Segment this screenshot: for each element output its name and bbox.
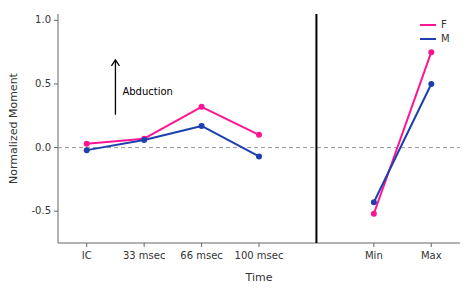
annotation: Abduction: [122, 86, 173, 97]
legend-swatch: [420, 24, 436, 26]
series-point: [84, 147, 90, 153]
separator: [315, 14, 317, 243]
x-tick-label: 33 msec: [123, 250, 166, 261]
x-tick: [259, 243, 260, 247]
y-tick: [54, 211, 58, 212]
series-line: [87, 84, 432, 202]
series-point: [84, 141, 90, 147]
y-tick-label: 0.0: [35, 142, 51, 153]
series-point: [371, 211, 377, 217]
y-tick-label: 1.0: [35, 14, 51, 25]
x-tick-label: 100 msec: [235, 250, 284, 261]
x-tick: [431, 243, 432, 247]
y-tick: [54, 147, 58, 148]
series-point: [371, 199, 377, 205]
legend-swatch: [420, 38, 436, 40]
series-point: [428, 81, 434, 87]
x-axis-label: Time: [245, 271, 273, 284]
annotation-arrow: [115, 61, 116, 115]
series-point: [256, 153, 262, 159]
series-point: [141, 137, 147, 143]
legend-label: M: [441, 33, 450, 44]
x-tick: [144, 243, 145, 247]
x-tick-label: IC: [82, 250, 92, 261]
plot-area: [58, 14, 460, 243]
series-point: [199, 123, 205, 129]
legend: FM: [420, 19, 450, 44]
y-axis-label: Normalized Moment: [7, 72, 20, 184]
series-point: [199, 104, 205, 110]
y-tick: [54, 83, 58, 84]
x-tick: [86, 243, 87, 247]
y-tick-label: -0.5: [31, 205, 51, 216]
y-tick-label: 0.5: [35, 78, 51, 89]
series-line: [87, 52, 432, 214]
x-tick: [373, 243, 374, 247]
y-tick: [54, 20, 58, 21]
annotation-arrow-head: [111, 60, 119, 66]
series-point: [256, 132, 262, 138]
x-tick-label: Max: [421, 250, 442, 261]
x-tick-label: 66 msec: [180, 250, 223, 261]
x-tick: [201, 243, 202, 247]
x-tick-label: Min: [365, 250, 383, 261]
chart: -0.5 0.0 0.5 1.0 IC 33 msec 66 msec 100 msec Min…: [0, 0, 474, 289]
series-point: [428, 49, 434, 55]
legend-label: F: [441, 19, 447, 30]
y-axis: [58, 14, 59, 243]
